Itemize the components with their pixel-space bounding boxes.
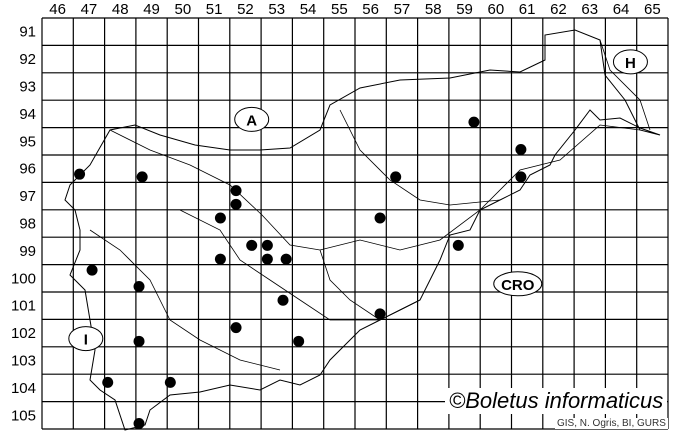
column-label: 50	[175, 1, 192, 18]
column-label: 55	[331, 1, 348, 18]
country-label: I	[68, 326, 104, 352]
column-label: 46	[49, 1, 66, 18]
record-marker	[133, 418, 145, 430]
row-label: 92	[19, 51, 36, 68]
country-border	[64, 29, 661, 431]
row-labels: 91 92 93 94 95 96 97 98 99 100 101 102 103 104 105	[11, 24, 36, 425]
record-marker	[230, 198, 242, 210]
column-label: 64	[613, 1, 630, 18]
record-marker	[468, 116, 480, 128]
record-marker	[261, 253, 273, 265]
row-label: 100	[11, 270, 36, 287]
column-label: 51	[206, 1, 223, 18]
record-marker	[230, 322, 242, 334]
column-label: 60	[488, 1, 505, 18]
record-marker	[214, 212, 226, 224]
grid-lines	[41, 17, 669, 430]
svg-text:A: A	[246, 112, 257, 129]
row-label: 104	[11, 380, 36, 397]
svg-text:CRO: CRO	[501, 277, 535, 294]
column-label: 63	[581, 1, 598, 18]
rivers	[89, 39, 651, 371]
column-label: 48	[112, 1, 129, 18]
record-marker	[374, 212, 386, 224]
column-label: 62	[550, 1, 567, 18]
column-label: 61	[519, 1, 536, 18]
record-marker	[102, 376, 114, 388]
column-label: 52	[237, 1, 254, 18]
country-labels: A H CRO I	[68, 49, 648, 352]
record-marker	[214, 253, 226, 265]
record-marker	[164, 376, 176, 388]
row-label: 101	[11, 298, 36, 315]
row-label: 93	[19, 79, 36, 96]
record-marker	[515, 171, 527, 183]
country-label: A	[234, 106, 270, 132]
record-marker	[293, 335, 305, 347]
record-marker	[390, 171, 402, 183]
record-marker	[246, 239, 258, 251]
column-label: 56	[362, 1, 379, 18]
row-label: 99	[19, 243, 36, 260]
row-label: 105	[11, 407, 36, 424]
record-marker	[261, 239, 273, 251]
column-labels: 46 47 48 49 50 51 52 53 54 55 56 57 58 59 60 61 62 63 64 65	[49, 1, 660, 18]
record-marker	[280, 253, 292, 265]
record-marker	[230, 185, 242, 197]
record-marker	[133, 335, 145, 347]
column-label: 49	[143, 1, 160, 18]
record-marker	[136, 171, 148, 183]
row-label: 103	[11, 353, 36, 370]
column-label: 54	[300, 1, 317, 18]
record-marker	[277, 294, 289, 306]
record-marker	[515, 144, 527, 156]
row-label: 94	[19, 106, 36, 123]
record-marker	[86, 264, 98, 276]
column-label: 57	[394, 1, 411, 18]
row-label: 98	[19, 216, 36, 233]
record-marker	[452, 239, 464, 251]
record-marker	[133, 281, 145, 293]
column-label: 65	[644, 1, 661, 18]
row-label: 91	[19, 24, 36, 41]
source-text: GIS, N. Ogris, BI, GURS	[555, 418, 668, 429]
svg-text:H: H	[625, 55, 636, 72]
record-marker	[74, 168, 86, 180]
credit-text: ©Boletus informaticus	[445, 388, 668, 414]
row-label: 97	[19, 188, 36, 205]
svg-text:I: I	[84, 332, 88, 349]
record-markers	[74, 116, 527, 430]
row-label: 102	[11, 325, 36, 342]
record-marker	[374, 308, 386, 320]
row-label: 96	[19, 161, 36, 178]
country-label: H	[612, 49, 648, 75]
column-label: 53	[268, 1, 285, 18]
column-label: 59	[456, 1, 473, 18]
row-label: 95	[19, 133, 36, 150]
column-label: 58	[425, 1, 442, 18]
column-label: 47	[81, 1, 98, 18]
country-label: CRO	[493, 271, 543, 297]
